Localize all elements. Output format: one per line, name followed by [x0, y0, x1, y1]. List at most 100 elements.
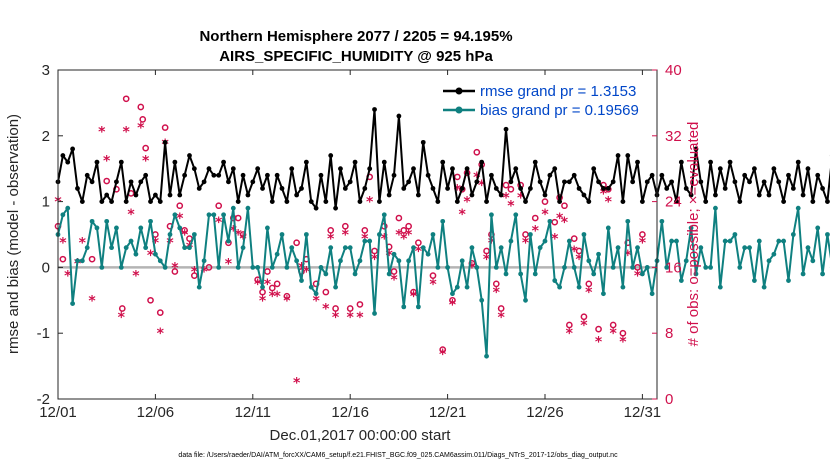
y-tick-label: 1: [42, 194, 50, 211]
obs-evaluated-marker: *: [449, 297, 457, 313]
rmse-point: [196, 186, 202, 191]
bias-point: [123, 245, 129, 251]
rmse-point: [177, 192, 183, 198]
obs-possible-marker: [283, 292, 291, 300]
obs-evaluated-marker: *: [580, 318, 588, 334]
rmse-point: [610, 179, 616, 185]
rmse-point: [216, 172, 222, 178]
obs-possible-marker: [327, 227, 335, 234]
bias-point: [649, 291, 655, 297]
bias-point: [713, 205, 718, 211]
rmse-point: [299, 186, 304, 191]
x-tick-label: 12/31: [624, 404, 662, 421]
obs-evaluated-marker: *: [327, 232, 335, 248]
obs-evaluated-marker: *: [561, 215, 569, 231]
rmse-point: [639, 199, 645, 205]
obs-possible-marker: [264, 268, 271, 275]
rmse-point: [625, 153, 631, 158]
obs-evaluated-marker: *: [312, 293, 320, 309]
rmse-point: [386, 192, 392, 198]
obs-possible-marker: [410, 288, 417, 296]
rmse-point: [323, 199, 329, 205]
bias-point: [664, 265, 670, 270]
chart-title-line2: AIRS_SPECIFIC_HUMIDITY @ 925 hPa: [219, 48, 493, 65]
rmse-point: [518, 186, 524, 191]
bias-point: [727, 238, 733, 244]
bias-point: [454, 284, 460, 290]
obs-evaluated-marker: *: [303, 265, 311, 281]
bias-point: [109, 245, 114, 251]
bias-point: [576, 284, 582, 290]
rmse-point: [508, 179, 514, 185]
obs-possible-marker: [191, 272, 198, 279]
obs-possible-marker: [139, 116, 147, 123]
bias-point: [615, 245, 621, 251]
obs-possible-marker: [156, 309, 164, 316]
rmse-point: [479, 159, 485, 165]
obs-evaluated-marker: *: [264, 277, 272, 293]
bias-point: [542, 238, 548, 244]
bias-point: [411, 245, 416, 251]
rmse-point: [333, 205, 338, 211]
obs-evaluated-marker: *: [342, 228, 350, 244]
bias-point: [445, 265, 450, 270]
bias-point: [152, 251, 158, 257]
bias-point: [313, 291, 319, 297]
bias-point: [630, 265, 636, 270]
bias-point: [94, 225, 100, 231]
obs-evaluated-marker: *: [259, 293, 267, 309]
obs-evaluated-marker: *: [132, 269, 140, 285]
rmse-point: [435, 199, 441, 205]
obs-evaluated-marker: *: [551, 232, 559, 248]
rmse-point: [265, 172, 270, 178]
bias-point: [771, 251, 777, 257]
rmse-point: [411, 166, 416, 172]
obs-possible-marker: [473, 148, 481, 156]
bias-point: [747, 245, 752, 251]
obs-evaluated-marker: *: [225, 256, 233, 272]
rmse-point: [362, 186, 368, 191]
bias-point: [790, 232, 796, 237]
obs-possible-marker: [453, 173, 461, 181]
bias-point: [391, 251, 397, 257]
obs-evaluated-marker: *: [123, 125, 131, 141]
rmse-point: [377, 199, 382, 205]
y-tick-label: -2: [37, 391, 50, 408]
rmse-point: [586, 199, 592, 205]
obs-evaluated-marker: *: [181, 228, 189, 244]
rmse-point: [557, 199, 563, 205]
rmse-point: [532, 159, 538, 165]
bias-point: [552, 278, 558, 283]
obs-evaluated-marker: *: [171, 260, 179, 276]
obs-evaluated-marker: *: [624, 248, 632, 264]
obs-evaluated-marker: *: [639, 236, 647, 252]
chart-title-line1: Northern Hemisphere 2077 / 2205 = 94.195…: [199, 28, 512, 45]
rmse-series-group: [55, 107, 830, 211]
obs-possible-marker: [293, 239, 300, 247]
rmse-point: [781, 199, 787, 205]
bias-point: [722, 238, 728, 244]
bias-point: [133, 251, 139, 257]
obs-evaluated-marker: *: [127, 207, 135, 223]
rmse-point: [766, 192, 772, 198]
rmse-point: [498, 192, 504, 198]
rmse-point: [445, 186, 450, 191]
rmse-point: [255, 166, 261, 172]
obs-evaluated-marker: *: [478, 178, 486, 194]
bias-point: [489, 212, 494, 218]
rmse-point: [708, 159, 713, 165]
bias-point: [284, 265, 290, 270]
bias-point: [601, 291, 606, 297]
legend-bias-label: bias grand pr = 0.19569: [480, 102, 639, 119]
bias-point: [182, 245, 188, 251]
obs-evaluated-marker: *: [517, 190, 525, 206]
obs-possible-marker: [234, 214, 242, 222]
obs-evaluated-marker: *: [200, 265, 208, 281]
plot-frame: [57, 69, 658, 400]
bias-point: [717, 284, 723, 290]
rmse-point: [425, 172, 431, 178]
obs-possible-marker: [356, 301, 364, 308]
legend-rmse-marker: [455, 87, 463, 95]
bias-point: [206, 212, 212, 218]
